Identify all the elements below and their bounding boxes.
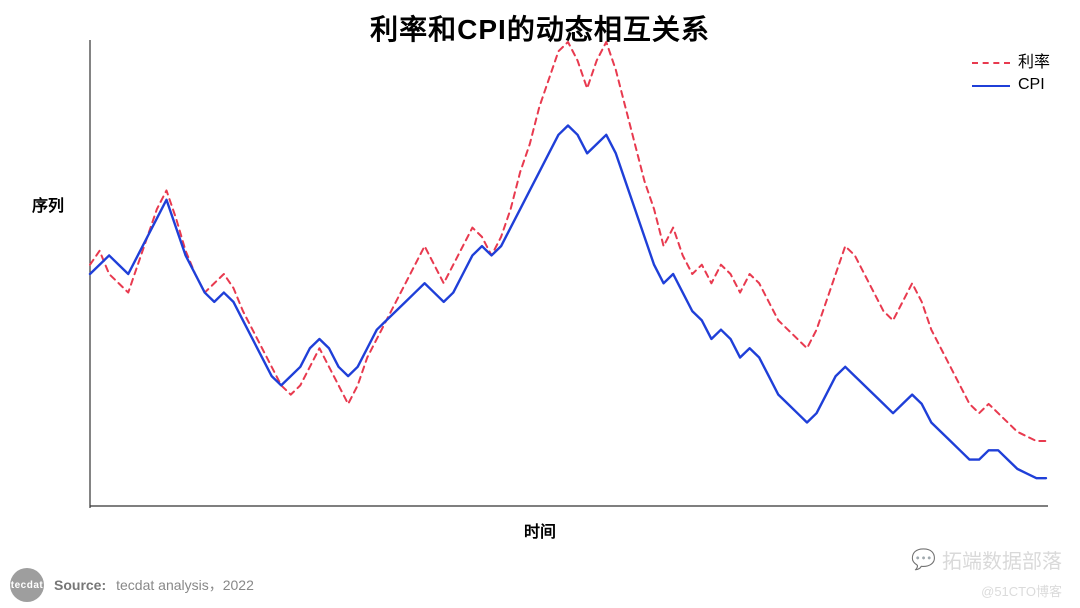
y-axis-label: 序列 <box>32 192 64 216</box>
brand-logo: tecdat <box>10 568 44 602</box>
legend-item: CPI <box>972 74 1050 96</box>
series-group <box>90 42 1046 478</box>
axes <box>90 40 1048 508</box>
legend-swatch <box>972 85 1010 87</box>
series-line <box>90 42 1046 441</box>
watermark-sub: @51CTO博客 <box>981 581 1062 600</box>
watermark: 💬 拓端数据部落 <box>911 545 1062 574</box>
legend-item: 利率 <box>972 52 1050 74</box>
source-text: tecdat analysis，2022 <box>116 575 254 595</box>
x-axis-label: 时间 <box>0 518 1080 542</box>
legend: 利率CPI <box>972 52 1050 97</box>
legend-label: 利率 <box>1018 52 1050 74</box>
legend-label: CPI <box>1018 74 1045 96</box>
watermark-text: 拓端数据部落 <box>942 545 1062 574</box>
chart-plot <box>88 40 1048 508</box>
series-line <box>90 126 1046 479</box>
source-label: Source: <box>54 577 106 593</box>
legend-swatch <box>972 62 1010 64</box>
footer: tecdat Source: tecdat analysis，2022 <box>10 568 254 602</box>
wechat-icon: 💬 <box>911 547 936 572</box>
